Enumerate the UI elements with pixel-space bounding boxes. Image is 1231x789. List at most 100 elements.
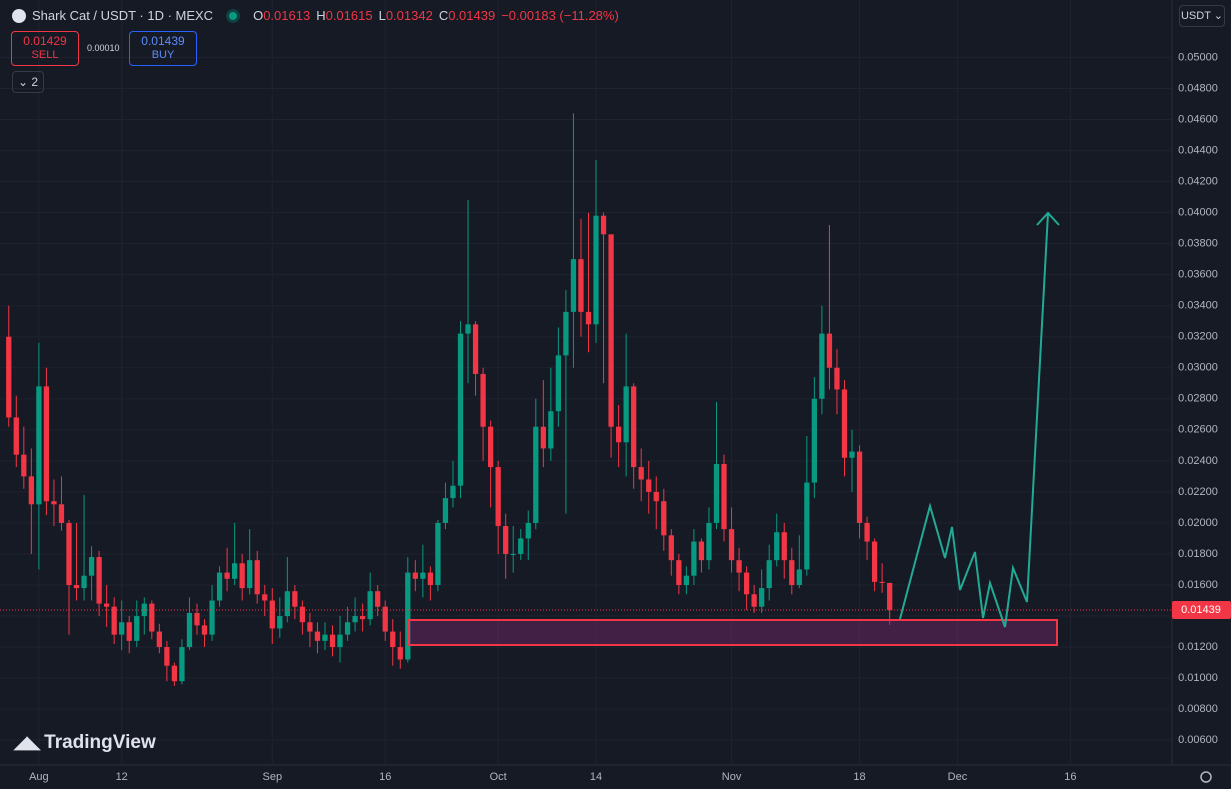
candle-body (819, 333, 825, 399)
candle-body (81, 575, 87, 589)
candle-body (21, 454, 27, 477)
y-tick-label: 0.03000 (1178, 362, 1218, 374)
y-tick-label: 0.02400 (1178, 455, 1218, 467)
x-tick-label: 16 (1064, 771, 1076, 783)
candle-body (631, 386, 637, 468)
candle-body (495, 467, 501, 527)
x-tick-label: 14 (590, 771, 602, 783)
candle-body (849, 451, 855, 458)
candle-body (525, 522, 531, 539)
candle-body (766, 560, 772, 589)
settings-icon[interactable] (1200, 771, 1212, 783)
buy-label: BUY (151, 49, 175, 61)
candle-body (728, 529, 735, 561)
candle-body (646, 479, 652, 492)
symbol: Shark Cat / USDT · 1D · MEXC (32, 8, 214, 23)
x-tick-label: Sep (262, 771, 282, 783)
candle-body (450, 485, 456, 499)
candle-body (201, 625, 208, 635)
x-tick-label: 18 (853, 771, 865, 783)
indicators-toggle[interactable]: ⌄ 2 (12, 71, 44, 93)
change: −0.00183 (−11.28%) (501, 8, 619, 23)
ohlc-value: 0.01613 (263, 8, 311, 23)
candle-body (352, 616, 358, 623)
candle-body (487, 426, 494, 468)
candle-body (608, 234, 614, 427)
candle-body (804, 482, 810, 570)
y-tick-label: 0.00800 (1178, 703, 1218, 715)
spread: 0.00010 (87, 43, 120, 53)
candle-body (397, 647, 403, 660)
y-tick-label: 0.02600 (1178, 424, 1218, 436)
candle-body (292, 591, 298, 607)
candle-body (232, 563, 238, 579)
candle-body (774, 532, 780, 561)
y-tick-label: 0.03600 (1178, 269, 1218, 281)
candle-body (593, 215, 599, 325)
candle-body (540, 426, 546, 449)
candle-body (653, 491, 659, 502)
candle-body (6, 336, 12, 418)
candle-body (442, 498, 449, 523)
candle-body (299, 606, 306, 623)
candle-body (307, 622, 313, 632)
projection-path (899, 212, 1049, 628)
candle-body (13, 417, 19, 455)
candle-body (834, 367, 840, 390)
candle-body (856, 451, 863, 523)
candle-body (66, 522, 72, 585)
x-tick-label: Dec (948, 771, 968, 783)
currency-select[interactable]: USDT ⌄ (1179, 5, 1225, 27)
candle-body (518, 538, 524, 554)
ohlc-label: L (378, 8, 386, 23)
candle-body (578, 259, 584, 312)
sell-button[interactable]: 0.01429 SELL (11, 31, 79, 66)
candle-body (691, 541, 697, 576)
candle-body (390, 631, 396, 648)
candle-body (435, 522, 441, 585)
candle-body (871, 541, 878, 582)
candle-body (563, 311, 569, 356)
candle-body (96, 557, 102, 604)
symbol-legend: Shark Cat / USDT · 1D · MEXC O0.01613 H0… (12, 8, 619, 23)
candle-body (789, 560, 795, 585)
candle-body (759, 588, 765, 607)
y-tick-label: 0.04600 (1178, 113, 1218, 125)
candle-body (186, 612, 193, 648)
ohlc-label: H (316, 8, 326, 23)
candle-body (254, 560, 260, 595)
candle-body (111, 606, 117, 635)
candle-body (194, 612, 200, 626)
candle-body (668, 535, 674, 561)
y-tick-label: 0.02000 (1178, 517, 1218, 529)
candle-body (841, 389, 848, 458)
candle-body (887, 582, 893, 610)
candle-body (224, 572, 230, 579)
buy-button[interactable]: 0.01439 BUY (129, 31, 197, 66)
candle-body (277, 616, 283, 629)
y-tick-label: 0.04000 (1178, 206, 1218, 218)
candle-body (698, 541, 705, 561)
candle-body (322, 634, 328, 641)
candle-body (811, 398, 818, 483)
candle-body (412, 572, 418, 579)
candle-body (585, 311, 592, 325)
candle-body (510, 553, 516, 555)
candle-body (367, 591, 373, 620)
y-tick-label: 0.01000 (1178, 672, 1218, 684)
candle-body (36, 386, 42, 505)
x-tick-label: 12 (116, 771, 128, 783)
candle-body (548, 411, 554, 449)
candle-body (465, 324, 471, 334)
candle-body (706, 522, 712, 561)
candle-body (329, 634, 336, 648)
price-tag-label: 0.01439 (1181, 604, 1221, 616)
ohlc-value: 0.01342 (385, 8, 433, 23)
candle-body (555, 355, 562, 412)
candle-body (247, 560, 253, 589)
candle-body (683, 575, 690, 585)
candle-body (600, 215, 607, 235)
candle-body (337, 634, 343, 648)
candle-body (28, 476, 34, 505)
candle-body (284, 591, 290, 617)
